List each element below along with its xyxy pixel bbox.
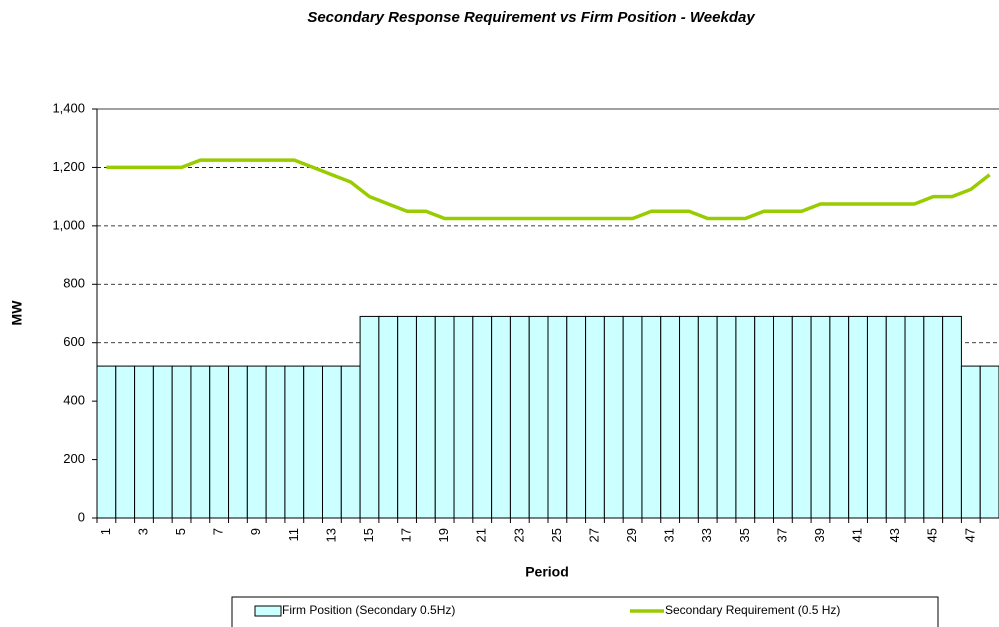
x-tick-label: 7 — [211, 528, 226, 535]
bar — [303, 365, 324, 519]
bar — [378, 315, 399, 519]
y-tick-label: 200 — [63, 451, 85, 466]
x-tick-label: 35 — [737, 528, 752, 542]
bar — [340, 365, 361, 519]
x-tick-label: 43 — [887, 528, 902, 542]
bar — [979, 365, 999, 519]
bar — [152, 365, 173, 519]
bar — [829, 315, 850, 519]
y-axis-title: MW — [9, 300, 25, 326]
legend-swatch — [254, 605, 282, 617]
bar — [754, 315, 774, 519]
x-tick-label: 25 — [549, 528, 564, 542]
x-tick-label: 23 — [511, 528, 526, 542]
x-tick-label: 33 — [699, 528, 714, 542]
bar — [397, 315, 417, 519]
x-tick-label: 27 — [586, 528, 601, 542]
legend-box — [231, 596, 939, 627]
bar — [171, 365, 192, 519]
bar — [415, 315, 436, 519]
bar — [885, 315, 906, 519]
bar — [190, 365, 211, 519]
x-tick-label: 17 — [399, 528, 414, 542]
x-tick-label: 45 — [925, 528, 940, 542]
x-tick-label: 37 — [774, 528, 789, 542]
x-tick-label: 3 — [135, 528, 150, 535]
x-tick-label: 21 — [474, 528, 489, 542]
bar — [791, 315, 812, 519]
bar — [810, 315, 831, 519]
bar — [434, 315, 455, 519]
x-axis-title: Period — [525, 564, 569, 580]
bar — [472, 315, 493, 519]
x-tick-label: 41 — [850, 528, 865, 542]
bar — [566, 315, 587, 519]
bar — [265, 365, 286, 519]
legend-label: Secondary Requirement (0.5 Hz) — [665, 603, 840, 617]
x-tick-label: 1 — [98, 528, 113, 535]
bar — [848, 315, 868, 519]
x-tick-label: 47 — [962, 528, 977, 542]
bar — [359, 315, 380, 519]
x-tick-label: 39 — [812, 528, 827, 542]
x-tick-label: 29 — [624, 528, 639, 542]
bar — [284, 365, 305, 519]
bar — [960, 365, 981, 519]
bar — [904, 315, 925, 519]
bar — [622, 315, 643, 519]
bar — [716, 315, 737, 519]
bar — [660, 315, 681, 519]
y-tick-label: 1,200 — [52, 159, 85, 174]
x-tick-label: 15 — [361, 528, 376, 542]
bar — [603, 315, 624, 519]
y-tick-label: 800 — [63, 276, 85, 291]
bar — [528, 315, 549, 519]
bar — [923, 315, 944, 519]
legend-label: Firm Position (Secondary 0.5Hz) — [282, 603, 455, 617]
x-tick-label: 19 — [436, 528, 451, 542]
bar — [228, 365, 248, 519]
bar — [453, 315, 474, 519]
x-tick-label: 13 — [323, 528, 338, 542]
y-tick-label: 400 — [63, 393, 85, 408]
line — [106, 158, 991, 221]
bar — [209, 365, 230, 519]
bar — [697, 315, 718, 519]
bar — [322, 365, 342, 519]
y-tick-label: 600 — [63, 334, 85, 349]
x-tick-label: 9 — [248, 528, 263, 535]
bar — [679, 315, 699, 519]
x-tick-label: 31 — [662, 528, 677, 542]
x-tick-label: 5 — [173, 528, 188, 535]
y-tick-label: 1,000 — [52, 217, 85, 232]
bar — [942, 315, 962, 519]
y-tick-label: 1,400 — [52, 100, 85, 115]
x-tick-label: 11 — [286, 528, 301, 542]
y-tick-label: 0 — [78, 509, 85, 524]
bar — [509, 315, 530, 519]
chart-title: Secondary Response Requirement vs Firm P… — [307, 9, 755, 26]
bar — [96, 365, 117, 519]
bar — [866, 315, 887, 519]
bar — [246, 365, 267, 519]
bar — [735, 315, 756, 519]
bar — [134, 365, 154, 519]
bar — [491, 315, 511, 519]
bar — [585, 315, 605, 519]
bar — [641, 315, 662, 519]
bar — [773, 315, 793, 519]
bar — [115, 365, 136, 519]
bar — [547, 315, 568, 519]
